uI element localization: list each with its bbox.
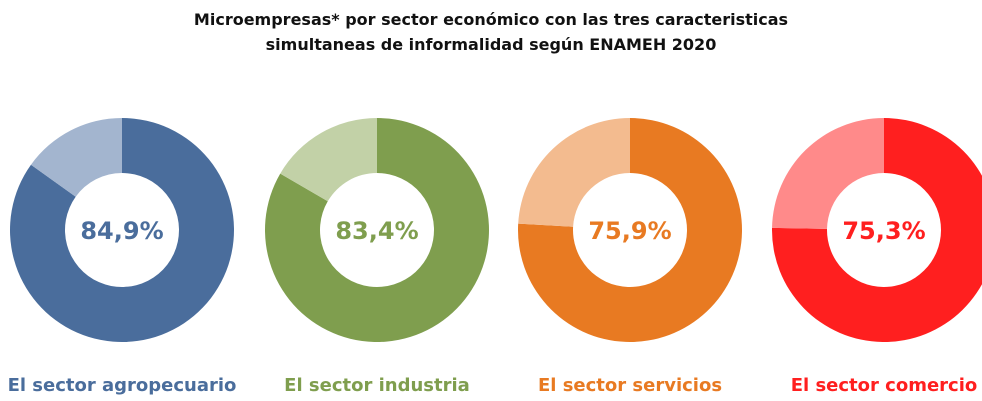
chart-title: Microempresas* por sector económico con … bbox=[194, 10, 788, 29]
donut-label: El sector servicios bbox=[538, 375, 722, 396]
donut-segment bbox=[518, 118, 630, 227]
value-label: 84,9% bbox=[80, 217, 163, 245]
donut-label: El sector agropecuario bbox=[8, 375, 237, 396]
donut-segment bbox=[772, 118, 884, 229]
donut-segment bbox=[772, 118, 982, 342]
donut-segment bbox=[30, 118, 122, 197]
chart-title: simultaneas de informalidad según ENAMEH… bbox=[266, 35, 717, 54]
donut-segment bbox=[518, 118, 742, 343]
donut-segment bbox=[265, 118, 490, 342]
donut-segment bbox=[280, 118, 377, 202]
donut-segment bbox=[9, 118, 234, 342]
value-label: 75,9% bbox=[588, 217, 671, 245]
donut-label: El sector industria bbox=[284, 375, 470, 396]
value-label: 83,4% bbox=[335, 217, 418, 245]
value-label: 75,3% bbox=[842, 217, 925, 245]
donut-label: El sector comercio bbox=[791, 375, 978, 396]
